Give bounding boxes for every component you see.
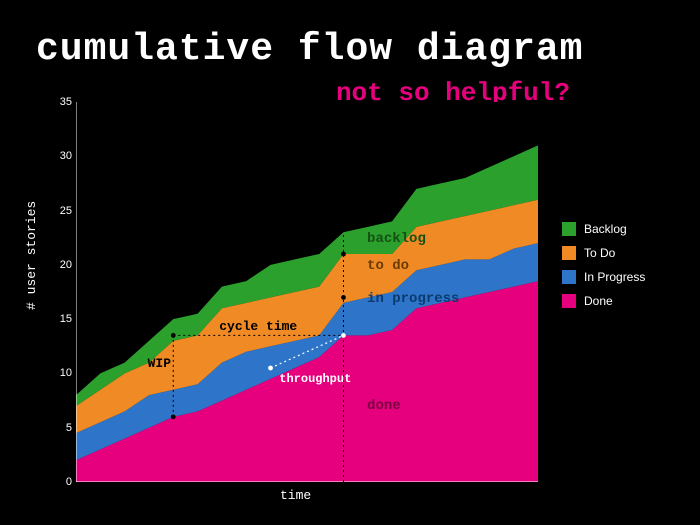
y-axis-label: # user stories (24, 201, 39, 310)
marker-dot (341, 295, 346, 300)
page-title: cumulative flow diagram (36, 28, 584, 71)
chart-annotation: in progress (367, 291, 459, 307)
legend-item: Backlog (562, 222, 645, 236)
chart-annotation: cycle time (219, 319, 297, 334)
x-axis-label: time (280, 488, 311, 503)
chart-annotation: to do (367, 258, 409, 274)
legend-swatch (562, 294, 576, 308)
slide: cumulative flow diagram not so helpful? … (0, 0, 700, 525)
legend-item: Done (562, 294, 645, 308)
y-tick-label: 10 (52, 367, 72, 379)
legend-swatch (562, 270, 576, 284)
y-tick-label: 15 (52, 313, 72, 325)
legend-item: In Progress (562, 270, 645, 284)
legend-label: Done (584, 294, 613, 308)
chart-annotation: backlog (367, 231, 426, 247)
legend-label: Backlog (584, 222, 627, 236)
legend-label: To Do (584, 246, 615, 260)
legend-label: In Progress (584, 270, 645, 284)
y-tick-label: 0 (52, 476, 72, 488)
y-tick-label: 35 (52, 96, 72, 108)
marker-dot (268, 366, 273, 371)
chart-annotation: throughput (279, 372, 351, 386)
chart-annotation: WIP (148, 356, 171, 371)
y-tick-label: 20 (52, 259, 72, 271)
marker-dot (341, 252, 346, 257)
legend-item: To Do (562, 246, 645, 260)
legend-swatch (562, 222, 576, 236)
cumulative-flow-chart (76, 102, 538, 482)
marker-dot (171, 333, 176, 338)
marker-dot (341, 333, 346, 338)
y-tick-label: 5 (52, 422, 72, 434)
y-tick-label: 25 (52, 205, 72, 217)
chart-annotation: done (367, 398, 401, 414)
legend-swatch (562, 246, 576, 260)
legend: Backlog To Do In Progress Done (562, 222, 645, 318)
marker-dot (171, 414, 176, 419)
y-tick-label: 30 (52, 150, 72, 162)
